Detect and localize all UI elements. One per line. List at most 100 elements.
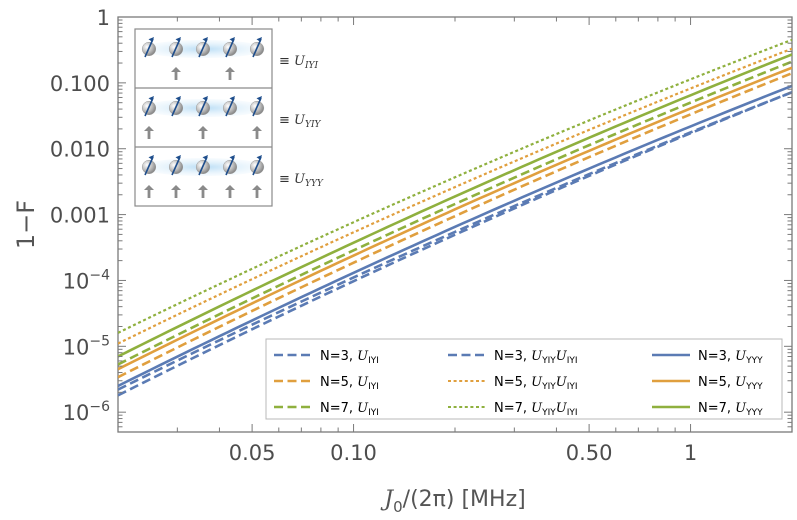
drive-arrow-head: [225, 67, 235, 72]
inset-label-subscript: IYI: [304, 61, 318, 71]
spin-arrow: [252, 97, 262, 117]
y-tick-exponent: −5: [89, 333, 110, 349]
series-line: [118, 91, 792, 391]
spin-arrow-head: [256, 37, 262, 42]
x-axis-label: J0/(2π) [MHz]: [380, 487, 525, 516]
y-tick-label: 0.010: [50, 138, 110, 162]
inset-label-symbol: U: [294, 172, 306, 187]
legend-label-symbol: U: [735, 349, 747, 364]
spin-arrow: [171, 97, 181, 117]
legend-label-subscript-2: IYI: [567, 408, 578, 418]
legend-label-prefix: N=7,: [698, 401, 735, 416]
y-tick-base: 10: [63, 335, 90, 359]
legend-label: N=3, UYYY: [698, 349, 763, 366]
spin-arrow: [144, 156, 154, 176]
legend-label-symbol-2: U: [556, 401, 568, 416]
legend-label-symbol: U: [357, 401, 369, 416]
legend-label-prefix: N=5,: [494, 375, 531, 390]
x-tick-label: 0.10: [330, 441, 377, 465]
y-tick-base: 0.001: [50, 204, 110, 228]
equiv-symbol: ≡: [279, 54, 294, 69]
inset-row-label: ≡ UYIY: [279, 113, 321, 130]
legend-label: N=5, UYIYUIYI: [494, 375, 578, 392]
spin-arrow: [198, 38, 208, 58]
inset-label-subscript: YYY: [305, 179, 324, 189]
series-line: [118, 60, 792, 366]
drive-arrow-head: [252, 126, 262, 131]
legend-label: N=7, UYIYUIYI: [494, 401, 578, 418]
spin-arrow: [171, 156, 181, 176]
drive-arrow-head: [252, 185, 262, 190]
spin-arrow-head: [256, 96, 262, 101]
series-layer: [118, 38, 792, 397]
legend-label-symbol: U: [357, 375, 369, 390]
spin-arrow: [144, 97, 154, 117]
y-tick-base: 10: [63, 401, 90, 425]
legend-label-subscript: YIY: [541, 408, 556, 418]
legend-label-prefix: N=3,: [320, 349, 357, 364]
legend-label-subscript: IYI: [368, 382, 379, 392]
y-tick-label: 10−4: [63, 267, 110, 293]
legend-label: N=3, UIYI: [320, 349, 379, 366]
y-tick-label: 10−6: [63, 399, 110, 425]
spin-arrow-head: [256, 155, 262, 160]
spin-arrow-head: [175, 155, 181, 160]
y-tick-base: 10: [63, 269, 90, 293]
legend-label: N=7, UIYI: [320, 401, 379, 418]
spin-arrow: [252, 156, 262, 176]
y-tick-base: 0.100: [50, 72, 110, 96]
spin-arrow: [171, 38, 181, 58]
spin-arrow-head: [202, 155, 208, 160]
spin-arrow-head: [148, 96, 154, 101]
legend-label-prefix: N=3,: [494, 349, 531, 364]
spin-arrow-head: [229, 96, 235, 101]
spin-arrow-head: [148, 155, 154, 160]
spin-arrow: [225, 97, 235, 117]
spin-arrow: [198, 97, 208, 117]
legend-label-subscript-2: IYI: [567, 356, 578, 366]
legend-label-subscript: IYI: [368, 408, 379, 418]
x-axis-label-subscript: 0: [393, 498, 403, 516]
x-tick-label: 0.05: [229, 441, 276, 465]
spin-arrow-head: [229, 37, 235, 42]
legend-label-symbol: U: [357, 349, 369, 364]
spin-arrow-head: [175, 96, 181, 101]
y-tick-label: 10−5: [63, 333, 110, 359]
y-tick-base: 0.010: [50, 138, 110, 162]
legend-label-subscript-2: IYI: [567, 382, 578, 392]
y-axis-label: 1−F: [12, 200, 40, 249]
spin-arrow-head: [175, 37, 181, 42]
spin-arrow-head: [202, 37, 208, 42]
spin-arrow-head: [229, 155, 235, 160]
equiv-symbol: ≡: [279, 172, 294, 187]
series-line: [118, 38, 792, 334]
inset-label-symbol: U: [294, 113, 306, 128]
legend-label-prefix: N=5,: [698, 375, 735, 390]
legend-label-symbol: U: [531, 375, 543, 390]
legend-label-subscript: YIY: [541, 356, 556, 366]
inset-row-label: ≡ UYYY: [279, 172, 324, 189]
drive-arrow-head: [144, 126, 154, 131]
y-tick-label: 0.100: [50, 72, 110, 96]
drive-arrow-head: [144, 185, 154, 190]
legend-label: N=3, UYIYUIYI: [494, 349, 578, 366]
inset-diagram: ≡ UIYI≡ UYIY≡ UYYY: [134, 28, 324, 207]
legend-label-symbol-2: U: [556, 375, 568, 390]
spin-arrow-head: [148, 37, 154, 42]
inset-box: [134, 28, 273, 207]
series-clip-group: [118, 38, 792, 397]
legend-label: N=5, UIYI: [320, 375, 379, 392]
drive-arrow-head: [225, 185, 235, 190]
legend-label-subscript: YYY: [745, 356, 763, 366]
series-line: [118, 66, 792, 371]
equiv-symbol: ≡: [279, 113, 294, 128]
y-tick-label: 1: [97, 6, 110, 30]
inset-label-symbol: U: [294, 54, 306, 69]
legend-label: N=5, UYYY: [698, 375, 763, 392]
legend-label: N=7, UYYY: [698, 401, 763, 418]
legend-label-prefix: N=3,: [698, 349, 735, 364]
y-tick-exponent: −6: [89, 399, 110, 415]
legend-label-prefix: N=7,: [494, 401, 531, 416]
